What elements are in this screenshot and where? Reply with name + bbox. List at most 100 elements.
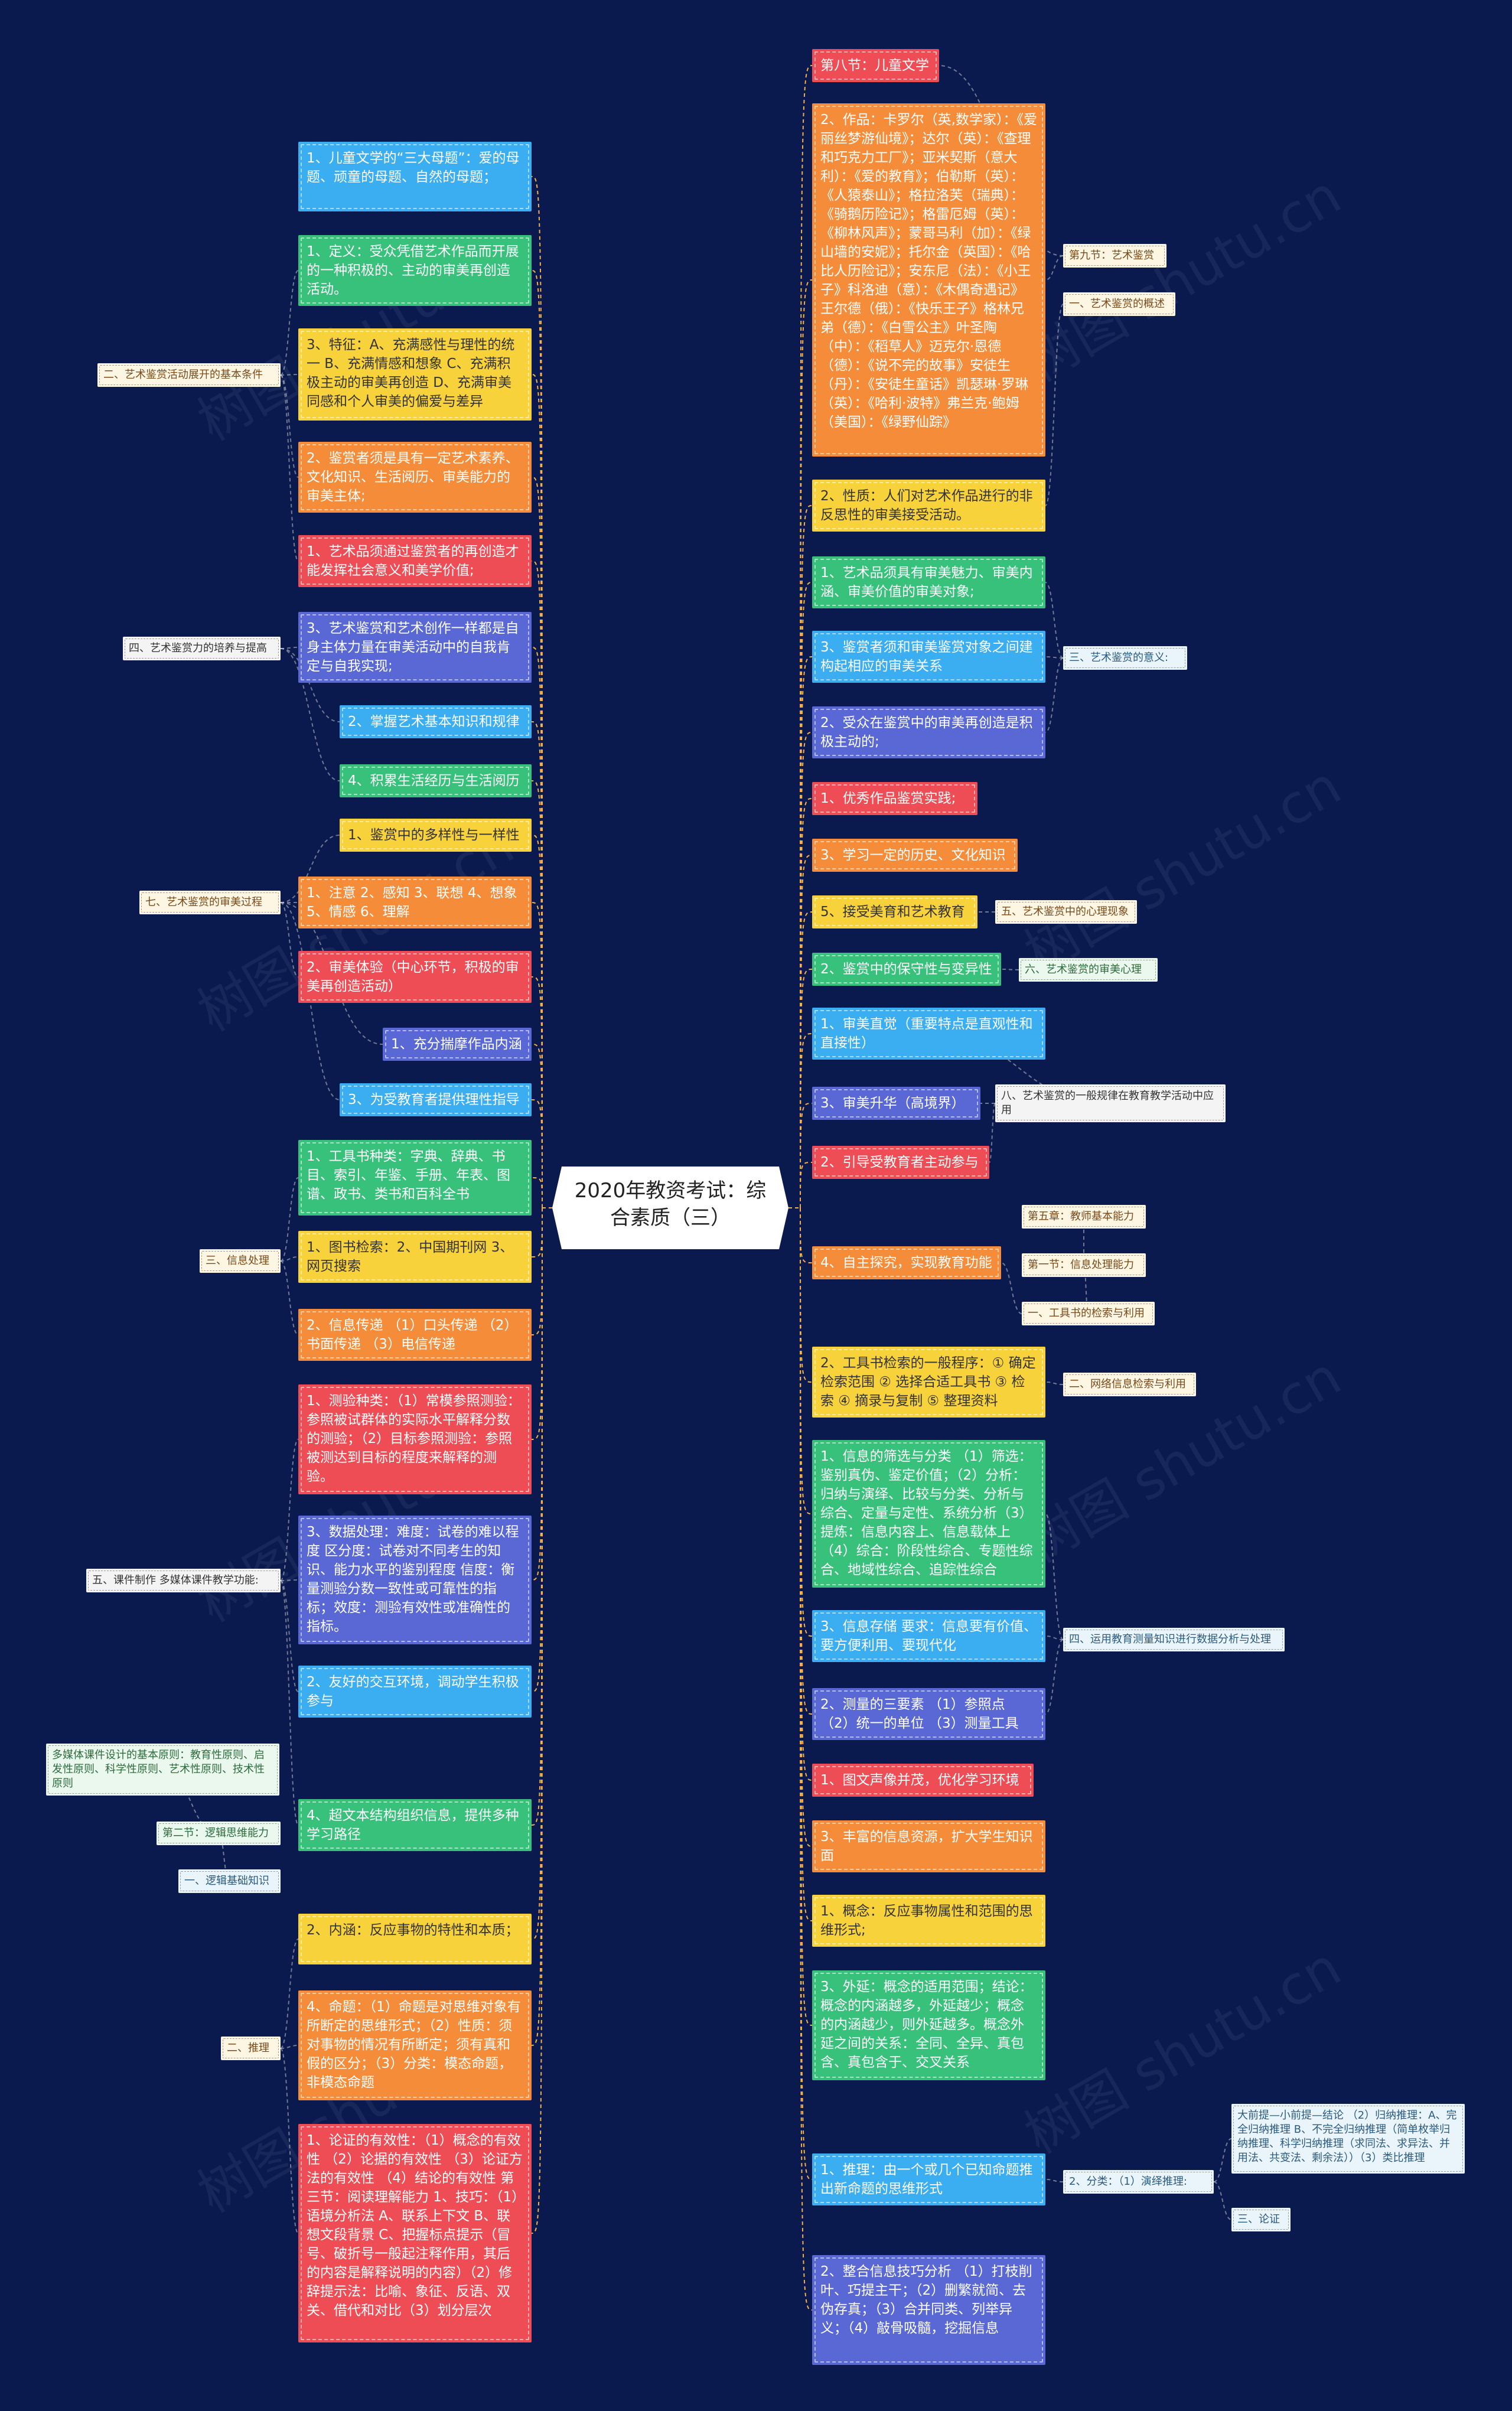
connector-line bbox=[531, 835, 543, 1208]
watermark: 树图 shutu.cn bbox=[1014, 754, 1351, 985]
branch-label[interactable]: 四、艺术鉴赏力的培养与提高 bbox=[123, 637, 281, 660]
topic-node[interactable]: 1、儿童文学的“三大母题”：爱的母题、顽童的母题、自然的母题； bbox=[298, 142, 532, 211]
connector-line bbox=[531, 1207, 543, 1692]
branch-label[interactable]: 第二节：逻辑思维能力 bbox=[157, 1822, 281, 1845]
topic-node[interactable]: 1、工具书种类：字典、辞典、书目、索引、年鉴、手册、年表、图谱、政书、类书和百科… bbox=[298, 1140, 532, 1216]
connector-line bbox=[531, 1207, 543, 1440]
connector-line bbox=[1045, 255, 1064, 281]
topic-node[interactable]: 1、定义：受众凭借艺术作品而开展的一种积极的、主动的审美再创造活动。 bbox=[298, 235, 532, 306]
topic-node[interactable]: 3、特征：A、充满感性与理性的统一 B、充满情感和想象 C、充满积极主动的审美再… bbox=[298, 328, 532, 421]
connector-line bbox=[1045, 1639, 1064, 1715]
topic-node[interactable]: 2、鉴赏者须是具有一定艺术素养、文化知识、生活阅历、审美能力的审美主体; bbox=[298, 442, 532, 513]
topic-node[interactable]: 1、艺术品须通过鉴赏者的再创造才能发挥社会意义和美学价值; bbox=[298, 535, 532, 587]
connector-line bbox=[531, 902, 543, 1208]
connector-line bbox=[800, 798, 813, 1208]
topic-node[interactable]: 1、注意 2、感知 3、联想 4、想象 5、情感 6、理解 bbox=[298, 877, 532, 928]
topic-node[interactable]: 1、信息的筛选与分类 （1）筛选：鉴别真伪、鉴定价值；（2）分析：归纳与演绎、比… bbox=[812, 1440, 1045, 1588]
topic-node[interactable]: 2、内涵：反应事物的特性和本质； bbox=[298, 1914, 532, 1964]
connector-line bbox=[531, 1207, 543, 1826]
topic-node[interactable]: 1、图文声像并茂，优化学习环境 bbox=[812, 1764, 1034, 1797]
connector-line bbox=[1045, 582, 1064, 659]
connector-line bbox=[1213, 2138, 1232, 2182]
connector-line bbox=[531, 1207, 543, 1257]
connector-line bbox=[800, 279, 813, 1208]
topic-node[interactable]: 4、自主探究，实现教育功能 bbox=[812, 1246, 1001, 1279]
topic-node[interactable]: 1、测验种类：（1）常模参照测验：参照被试群体的实际水平解释分数的测验；（2）目… bbox=[298, 1384, 532, 1494]
topic-node[interactable]: 5、接受美育和艺术教育 bbox=[812, 895, 977, 928]
connector-line bbox=[531, 976, 543, 1208]
connector-line bbox=[989, 1103, 996, 1163]
branch-label[interactable]: 第一节：信息处理能力 bbox=[1022, 1253, 1146, 1277]
topic-node[interactable]: 3、艺术鉴赏和艺术创作一样都是自身主体力量在审美活动中的自我肯定与自我实现; bbox=[298, 612, 532, 683]
connector-line bbox=[531, 1099, 543, 1208]
topic-node[interactable]: 2、审美体验（中心环节，积极的审美再创造活动） bbox=[298, 951, 532, 1003]
branch-label[interactable]: 第五章：教师基本能力 bbox=[1022, 1205, 1146, 1229]
branch-label[interactable]: 四、运用教育测量知识进行数据分析与处理 bbox=[1063, 1628, 1285, 1651]
connector-line bbox=[531, 1207, 543, 1335]
topic-node[interactable]: 3、丰富的信息资源，扩大学生知识面 bbox=[812, 1820, 1045, 1872]
branch-label[interactable]: 二、网络信息检索与利用 bbox=[1063, 1373, 1196, 1396]
topic-node[interactable]: 1、图书检索：2、中国期刊网 3、网页搜索 bbox=[298, 1231, 532, 1283]
topic-node[interactable]: 2、鉴赏中的保守性与变异性 bbox=[812, 953, 1001, 986]
branch-label[interactable]: 三、论证 bbox=[1231, 2208, 1291, 2231]
topic-node[interactable]: 第八节：儿童文学 bbox=[812, 49, 939, 82]
connector-line bbox=[800, 1207, 813, 1383]
topic-node[interactable]: 2、测量的三要素 （1）参照点 （2）统一的单位 （3）测量工具 bbox=[812, 1688, 1045, 1740]
topic-node[interactable]: 2、友好的交互环境，调动学生积极参与 bbox=[298, 1666, 532, 1718]
branch-label[interactable]: 六、艺术鉴赏的审美心理 bbox=[1019, 958, 1158, 982]
connector-line bbox=[280, 1177, 299, 1262]
root-topic[interactable]: 2020年教资考试：综合素质（三） bbox=[552, 1167, 788, 1249]
branch-label[interactable]: 八、艺术鉴赏的一般规律在教育教学活动中应用 bbox=[995, 1084, 1226, 1122]
connector-line bbox=[1045, 1635, 1064, 1640]
connector-line bbox=[800, 1207, 813, 1847]
topic-node[interactable]: 1、论证的有效性：（1）概念的有效性 （2）论据的有效性 （3）论证方法的有效性… bbox=[298, 2124, 532, 2342]
topic-node[interactable]: 4、积累生活经历与生活阅历 bbox=[340, 764, 532, 797]
branch-label[interactable]: 七、艺术鉴赏的审美过程 bbox=[139, 891, 281, 914]
topic-node[interactable]: 2、信息传递 （1）口头传递 （2）书面传递 （3）电信传递 bbox=[298, 1309, 532, 1361]
topic-node[interactable]: 3、外延：概念的适用范围；结论：概念的内涵越多，外延越少；概念的内涵越少，则外延… bbox=[812, 1970, 1045, 2080]
topic-node[interactable]: 2、整合信息技巧分析 （1）打枝削叶、巧提主干；（2）删繁就简、去伪存真；（3）… bbox=[812, 2255, 1045, 2365]
branch-label[interactable]: 大前提—小前提—结论 （2）归纳推理：A、完全归纳推理 B、不完全归纳推理（简单… bbox=[1231, 2104, 1465, 2174]
topic-node[interactable]: 3、鉴赏者须和审美鉴赏对象之间建构起相应的审美关系 bbox=[812, 631, 1045, 683]
topic-node[interactable]: 1、艺术品须具有审美魅力、审美内涵、审美价值的审美对象; bbox=[812, 556, 1045, 608]
topic-node[interactable]: 3、数据处理：难度：试卷的难以程度 区分度：试卷对不同考生的知识、能力水平的鉴别… bbox=[298, 1516, 532, 1644]
branch-label[interactable]: 二、艺术鉴赏活动展开的基本条件 bbox=[97, 363, 281, 387]
connector-line bbox=[280, 374, 299, 478]
topic-node[interactable]: 3、审美升华（高境界） bbox=[812, 1087, 980, 1120]
topic-node[interactable]: 2、掌握艺术基本知识和规律 bbox=[340, 705, 532, 738]
topic-node[interactable]: 4、命题：（1）命题是对思维对象有所断定的思维形式；（2）性质：须对事物的情况有… bbox=[298, 1990, 532, 2100]
connector-line bbox=[280, 374, 299, 376]
branch-label[interactable]: 二、推理 bbox=[221, 2037, 281, 2060]
branch-label[interactable]: 一、艺术鉴赏的概述 bbox=[1063, 292, 1175, 316]
topic-node[interactable]: 1、优秀作品鉴赏实践; bbox=[812, 782, 977, 815]
branch-label[interactable]: 一、工具书的检索与利用 bbox=[1022, 1302, 1155, 1325]
branch-label[interactable]: 一、逻辑基础知识 bbox=[178, 1869, 281, 1893]
branch-label[interactable]: 三、信息处理 bbox=[200, 1249, 281, 1273]
topic-node[interactable]: 3、信息存储 要求：信息要有价值、要方便利用、要现代化 bbox=[812, 1610, 1045, 1662]
connector-line bbox=[1045, 657, 1064, 733]
watermark: 树图 shutu.cn bbox=[1014, 1345, 1351, 1576]
topic-node[interactable]: 2、受众在鉴赏中的审美再创造是积极主动的; bbox=[812, 706, 1045, 758]
branch-label[interactable]: 多媒体课件设计的基本原则：教育性原则、启发性原则、科学性原则、艺术性原则、技术性… bbox=[46, 1744, 279, 1796]
branch-label[interactable]: 五、课件制作 多媒体课件教学功能: bbox=[86, 1569, 281, 1592]
branch-label[interactable]: 三、艺术鉴赏的意义: bbox=[1063, 646, 1187, 670]
branch-label[interactable]: 第九节：艺术鉴赏 bbox=[1063, 244, 1166, 268]
topic-node[interactable]: 2、引导受教育者主动参与 bbox=[812, 1146, 989, 1179]
topic-node[interactable]: 1、推理：由一个或几个已知命题推出新命题的思维形式 bbox=[812, 2153, 1045, 2205]
topic-node[interactable]: 1、充分揣摩作品内涵 bbox=[383, 1028, 532, 1061]
topic-node[interactable]: 2、作品：卡罗尔（英,数学家）：《爱丽丝梦游仙境》；达尔（英）：《查理和巧克力工… bbox=[812, 103, 1045, 457]
connector-line bbox=[800, 1207, 813, 1637]
topic-node[interactable]: 1、审美直觉（重要特点是直观性和直接性） bbox=[812, 1008, 1045, 1060]
topic-node[interactable]: 3、为受教育者提供理性指导 bbox=[340, 1083, 532, 1116]
topic-node[interactable]: 2、工具书检索的一般程序：① 确定检索范围 ② 选择合适工具书 ③ 检索 ④ 摘… bbox=[812, 1347, 1045, 1418]
connector-line bbox=[800, 1207, 813, 1715]
branch-label[interactable]: 2、分类：（1）演绎推理: bbox=[1063, 2170, 1214, 2194]
topic-node[interactable]: 2、性质：人们对艺术作品进行的非反思性的审美接受活动。 bbox=[812, 480, 1045, 532]
connector-line bbox=[280, 1256, 299, 1262]
topic-node[interactable]: 1、概念：反应事物属性和范围的思维形式; bbox=[812, 1895, 1045, 1947]
topic-node[interactable]: 4、超文本结构组织信息，提供多种学习路径 bbox=[298, 1799, 532, 1851]
topic-node[interactable]: 3、学习一定的历史、文化知识 bbox=[812, 839, 1018, 872]
topic-node[interactable]: 1、鉴赏中的多样性与一样性 bbox=[340, 819, 532, 852]
connector-line bbox=[1213, 2181, 1232, 2220]
branch-label[interactable]: 五、艺术鉴赏中的心理现象 bbox=[995, 900, 1137, 924]
